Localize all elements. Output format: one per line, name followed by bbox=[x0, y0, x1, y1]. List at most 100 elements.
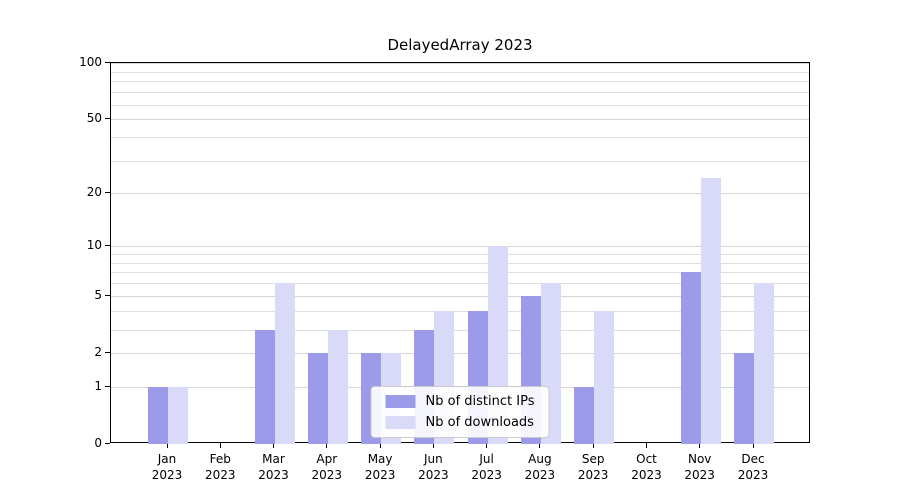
bar-downloads bbox=[700, 178, 721, 444]
bar-downloads bbox=[754, 283, 774, 444]
x-tick-label-line: 2023 bbox=[737, 468, 769, 482]
x-tick-label-line: 2023 bbox=[684, 468, 715, 482]
y-tick-mark bbox=[105, 443, 110, 444]
bar-downloads bbox=[274, 283, 295, 444]
gridline bbox=[111, 71, 809, 73]
y-tick-mark bbox=[105, 245, 110, 246]
x-tick-mark bbox=[432, 443, 434, 448]
y-tick-mark bbox=[105, 352, 110, 354]
legend-swatch bbox=[385, 395, 416, 408]
y-tick-label: 100 bbox=[79, 55, 102, 69]
bar-distinct-ips bbox=[680, 272, 701, 444]
bar-downloads bbox=[594, 311, 615, 444]
legend-label: Nb of distinct IPs bbox=[425, 394, 535, 409]
x-tick-label-line: 2023 bbox=[258, 468, 289, 482]
x-tick-mark bbox=[752, 443, 754, 448]
x-tick-label-line: 2023 bbox=[151, 468, 183, 482]
y-tick-label: 50 bbox=[86, 111, 102, 126]
x-tick-label-line: Jul bbox=[479, 452, 494, 466]
x-tick-label: Jan 2023 bbox=[137, 451, 197, 483]
x-tick-label: Aug 2023 bbox=[510, 451, 570, 483]
x-tick-label-line: Mar bbox=[262, 452, 285, 466]
chart-title: DelayedArray 2023 bbox=[387, 36, 533, 54]
y-tick-label: 2 bbox=[94, 345, 102, 360]
x-tick-label: Jun 2023 bbox=[403, 451, 463, 483]
x-tick-label-line: Jun bbox=[424, 452, 443, 466]
x-tick-label-line: 2023 bbox=[631, 468, 662, 482]
y-tick-label: 10 bbox=[86, 238, 102, 252]
gridline bbox=[111, 246, 809, 247]
gridline bbox=[111, 272, 809, 274]
x-tick-mark bbox=[166, 443, 168, 448]
y-tick-label: 1 bbox=[94, 378, 102, 393]
y-tick-mark bbox=[105, 62, 110, 63]
legend: Nb of distinct IPs Nb of downloads bbox=[370, 386, 550, 438]
bar-distinct-ips bbox=[307, 353, 328, 444]
legend-item: Nb of distinct IPs bbox=[385, 394, 535, 409]
x-tick-label-line: Jan bbox=[157, 452, 177, 466]
x-tick-label-line: Aug bbox=[528, 452, 552, 466]
gridline bbox=[111, 353, 809, 355]
x-tick-label-line: Oct bbox=[636, 452, 657, 466]
x-tick-label-line: Feb bbox=[209, 452, 231, 466]
x-tick-label-line: 2023 bbox=[311, 468, 343, 482]
y-tick-label: 20 bbox=[86, 184, 102, 199]
legend-item: Nb of downloads bbox=[385, 415, 535, 430]
bar-distinct-ips bbox=[148, 386, 168, 444]
gridline bbox=[111, 192, 809, 194]
x-tick-mark bbox=[273, 443, 274, 448]
x-tick-mark bbox=[539, 443, 541, 448]
x-tick-label-line: Dec bbox=[741, 452, 765, 466]
gridline bbox=[111, 119, 809, 121]
gridline bbox=[111, 92, 809, 94]
gridline bbox=[111, 104, 809, 106]
x-tick-label: Mar 2023 bbox=[244, 451, 304, 483]
x-tick-label-line: 2023 bbox=[418, 468, 449, 482]
x-tick-mark bbox=[646, 443, 647, 448]
y-tick-mark bbox=[105, 385, 110, 387]
legend-label: Nb of downloads bbox=[425, 415, 534, 430]
gridline bbox=[111, 253, 809, 255]
y-tick-label: 5 bbox=[94, 288, 102, 303]
gridline bbox=[111, 283, 809, 285]
x-tick-label: May 2023 bbox=[350, 451, 410, 483]
x-tick-label-line: Sep bbox=[581, 452, 605, 466]
x-tick-label-line: 2023 bbox=[524, 468, 556, 482]
x-tick-mark bbox=[592, 443, 594, 448]
x-tick-mark bbox=[219, 443, 221, 448]
x-tick-label: Oct 2023 bbox=[617, 451, 677, 483]
bar-downloads bbox=[168, 386, 188, 444]
x-tick-label: Dec 2023 bbox=[723, 451, 783, 483]
y-tick-mark bbox=[105, 118, 110, 120]
x-tick-label: Sep 2023 bbox=[563, 451, 623, 483]
gridline bbox=[111, 63, 809, 64]
y-tick-mark bbox=[105, 295, 110, 297]
bar-distinct-ips bbox=[574, 386, 595, 444]
gridline bbox=[111, 137, 809, 139]
y-tick-label: 0 bbox=[94, 436, 102, 450]
x-tick-label-line: May bbox=[367, 452, 393, 466]
gridline bbox=[111, 329, 809, 331]
gridline bbox=[111, 296, 809, 298]
x-tick-label: Apr 2023 bbox=[297, 451, 357, 483]
x-tick-label-line: 2023 bbox=[471, 468, 502, 482]
plot-area: Nb of distinct IPs Nb of downloads bbox=[110, 62, 810, 444]
legend-swatch bbox=[385, 416, 416, 429]
x-tick-mark bbox=[326, 443, 328, 448]
bar-downloads bbox=[327, 329, 348, 444]
x-tick-mark bbox=[699, 443, 701, 448]
x-tick-label: Nov 2023 bbox=[670, 451, 730, 483]
x-tick-label-line: 2023 bbox=[205, 468, 236, 482]
gridline bbox=[111, 311, 809, 313]
x-tick-label: Jul 2023 bbox=[457, 451, 517, 483]
x-tick-label-line: Apr bbox=[316, 452, 338, 466]
gridline bbox=[111, 160, 809, 162]
gridline bbox=[111, 81, 809, 83]
x-tick-label-line: Nov bbox=[687, 452, 712, 466]
x-tick-label-line: 2023 bbox=[577, 468, 609, 482]
x-tick-label: Feb 2023 bbox=[190, 451, 250, 483]
y-tick-mark bbox=[105, 191, 110, 193]
bar-distinct-ips bbox=[254, 329, 275, 444]
x-tick-mark bbox=[486, 443, 488, 448]
